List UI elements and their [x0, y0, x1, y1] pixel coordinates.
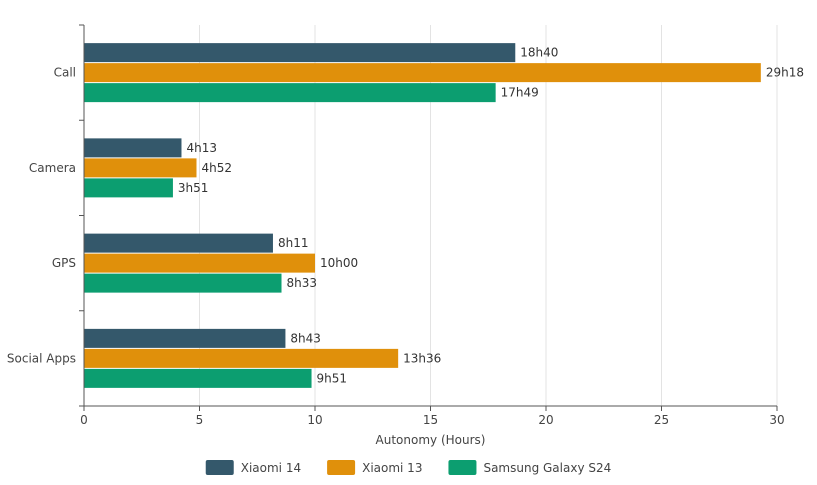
- bar: [84, 138, 182, 158]
- bar: [84, 43, 516, 63]
- category-label: GPS: [52, 256, 76, 270]
- bar: [84, 328, 286, 348]
- data-label: 8h43: [290, 331, 321, 345]
- data-label: 9h51: [317, 371, 348, 385]
- x-axis-title: Autonomy (Hours): [376, 433, 486, 447]
- data-label: 4h52: [201, 161, 232, 175]
- data-label: 10h00: [320, 256, 358, 270]
- legend-label: Xiaomi 13: [362, 461, 422, 475]
- legend-swatch: [205, 460, 234, 475]
- data-label: 4h13: [186, 141, 217, 155]
- bar: [84, 63, 761, 83]
- bar: [84, 83, 496, 103]
- bar: [84, 348, 399, 368]
- data-label: 29h18: [766, 66, 804, 80]
- data-label: 17h49: [501, 86, 539, 100]
- bar: [84, 233, 273, 253]
- data-label: 3h51: [178, 181, 209, 195]
- category-label: Social Apps: [7, 351, 76, 365]
- axes: 0 5 10 15 20 25 30 Call Camera GPS Social Apps: [7, 24, 785, 427]
- grid-lines: [199, 25, 778, 406]
- legend-label: Xiaomi 14: [241, 461, 301, 475]
- bar: [84, 178, 173, 198]
- category-label: Camera: [29, 161, 76, 175]
- data-label: 8h11: [278, 236, 309, 250]
- legend-label: Samsung Galaxy S24: [483, 461, 611, 475]
- data-label: 8h33: [287, 276, 318, 290]
- bar: [84, 253, 315, 273]
- x-tick-label: 30: [769, 413, 784, 427]
- bar: [84, 158, 197, 178]
- x-tick-label: 5: [196, 413, 204, 427]
- x-tick-label: 10: [307, 413, 322, 427]
- x-tick-label: 15: [423, 413, 438, 427]
- legend: Xiaomi 14 Xiaomi 13 Samsung Galaxy S24: [205, 460, 611, 475]
- x-tick-label: 20: [538, 413, 553, 427]
- legend-swatch: [327, 460, 356, 475]
- x-tick-label: 25: [654, 413, 669, 427]
- data-label: 13h36: [403, 351, 441, 365]
- bar: [84, 273, 282, 293]
- x-tick-label: 0: [80, 413, 88, 427]
- bars: 18h40 29h18 17h49 4h13 4h52 3h51 8h11 10h008h33…: [84, 43, 804, 388]
- data-label: 18h40: [520, 46, 558, 60]
- category-label: Call: [54, 66, 76, 80]
- legend-swatch: [448, 460, 477, 475]
- bar: [84, 368, 312, 388]
